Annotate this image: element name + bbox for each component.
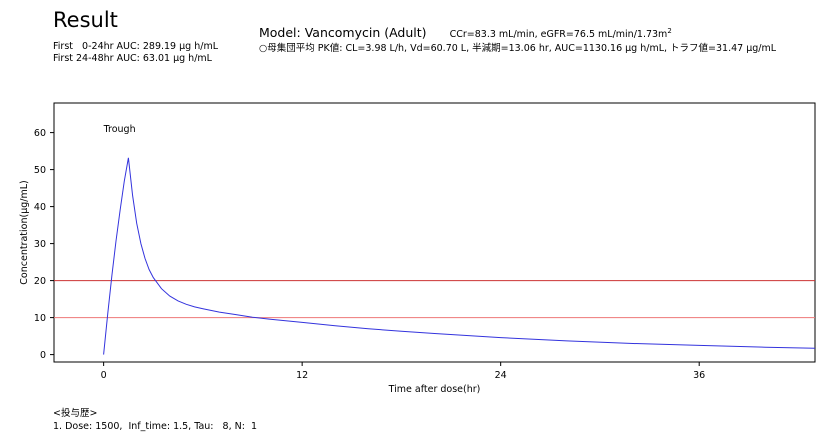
x-tick-label-0: 0 [101, 370, 107, 381]
model-name: Model: Vancomycin (Adult) [259, 25, 427, 40]
x-axis-label: Time after dose(hr) [388, 384, 481, 395]
renal-function-text: CCr=83.3 mL/min, eGFR=76.5 mL/min/1.73m [449, 29, 668, 40]
reference-lines [54, 280, 815, 319]
model-info: Model: Vancomycin (Adult) CCr=83.3 mL/mi… [259, 22, 672, 41]
annotation-trough: Trough [103, 124, 136, 135]
auc-first-0-24: First 0-24hr AUC: 289.19 μg h/mL [53, 41, 218, 52]
y-tick-label-10: 10 [34, 313, 46, 324]
y-tick-label-0: 0 [40, 350, 46, 361]
y-tick-label-20: 20 [34, 276, 46, 287]
y-axis: 0 10 20 30 40 50 60 [34, 128, 54, 361]
x-axis: 0 12 24 36 [101, 362, 705, 381]
auc-summary: First 0-24hr AUC: 289.19 μg h/mL First 2… [53, 41, 218, 65]
x-tick-label-36: 36 [693, 370, 705, 381]
dose-history-heading: <投与歴> [53, 408, 98, 419]
result-title: Result [53, 8, 118, 32]
renal-function-superscript: 2 [667, 26, 672, 35]
y-tick-label-40: 40 [34, 202, 46, 213]
series-group [103, 157, 816, 355]
x-tick-label-12: 12 [296, 370, 308, 381]
y-tick-label-30: 30 [34, 239, 46, 250]
annotations: Trough [103, 124, 136, 135]
renal-function: CCr=83.3 mL/min, eGFR=76.5 mL/min/1.73m2 [449, 26, 672, 40]
pk-parameters: ○母集団平均 PK値: CL=3.98 L/h, Vd=60.70 L, 半減期… [259, 43, 777, 54]
y-tick-label-60: 60 [34, 128, 46, 139]
dose-history-entry: 1. Dose: 1500, Inf_time: 1.5, Tau: 8, N:… [53, 421, 258, 432]
x-tick-label-24: 24 [495, 370, 507, 381]
series-line-0 [103, 157, 816, 355]
plot-frame [53, 102, 816, 363]
dose-history: <投与歴> 1. Dose: 1500, Inf_time: 1.5, Tau:… [53, 407, 257, 433]
y-axis-label: Concentration(μg/mL) [19, 180, 30, 284]
auc-first-24-48: First 24-48hr AUC: 63.01 μg h/mL [53, 53, 212, 64]
y-tick-label-50: 50 [34, 165, 46, 176]
